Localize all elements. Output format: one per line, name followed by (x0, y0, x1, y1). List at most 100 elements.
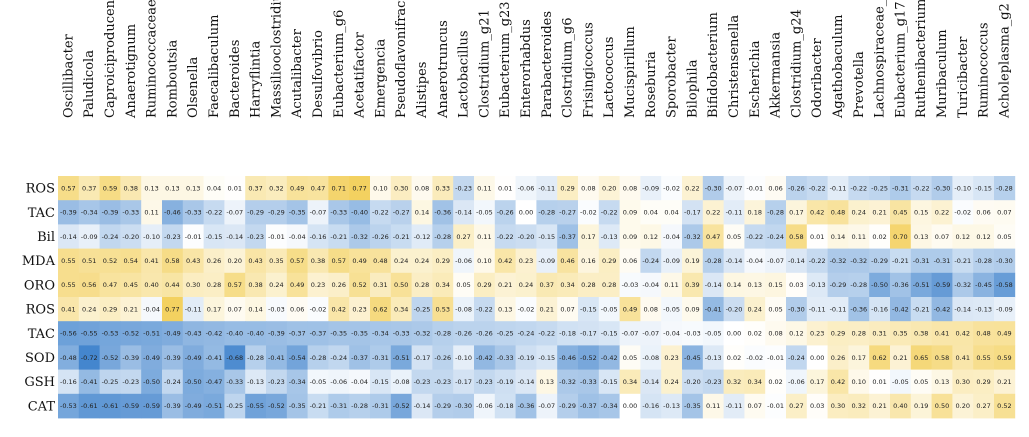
heatmap-cell (474, 176, 496, 201)
heatmap-cell (765, 248, 787, 274)
heatmap-cell (973, 176, 995, 201)
heatmap-cell-value: 0.07 (228, 305, 242, 313)
heatmap-cell (266, 321, 288, 346)
heatmap-cell-value: -0.28 (705, 257, 722, 265)
heatmap-cell-value: 0.01 (872, 378, 886, 386)
heatmap-cell-value: 0.06 (623, 257, 637, 265)
heatmap-cell (827, 176, 849, 201)
heatmap-cell (349, 369, 371, 395)
heatmap-cell (994, 248, 1016, 274)
heatmap-cell (120, 248, 142, 274)
heatmap-cell-value: 0.03 (789, 281, 803, 289)
heatmap-cell (245, 393, 267, 419)
heatmap-cell (370, 345, 392, 370)
heatmap-cell (328, 297, 350, 322)
heatmap-cell-value: 0.52 (352, 281, 366, 289)
heatmap-cell-value: -0.26 (788, 184, 805, 192)
heatmap-cell-value: -0.25 (871, 184, 888, 192)
heatmap-cell-value: -0.20 (726, 305, 743, 313)
heatmap-cell (806, 297, 828, 322)
heatmap-cell (619, 176, 641, 201)
heatmap-cell-value: 0.57 (61, 184, 75, 192)
heatmap-cell-value: -0.40 (226, 330, 243, 338)
heatmap-cell (869, 200, 891, 225)
heatmap-cell (598, 345, 620, 370)
heatmap-cell (515, 200, 537, 225)
heatmap-cell-value: -0.09 (642, 184, 659, 192)
heatmap-cell (994, 369, 1016, 395)
heatmap-cell-value: 0.17 (207, 305, 221, 313)
heatmap-cell-value: -0.15 (601, 378, 618, 386)
heatmap-cell-value: -0.48 (60, 354, 77, 362)
heatmap-cell (78, 224, 100, 249)
heatmap-cell (744, 369, 766, 395)
heatmap-cell-value: -0.33 (393, 330, 410, 338)
heatmap-cell (952, 176, 974, 201)
heatmap-cell (328, 176, 350, 201)
heatmap-cell (910, 272, 932, 298)
heatmap-cell-value: 0.04 (644, 209, 658, 217)
heatmap-cell (390, 248, 412, 274)
heatmap-cell-value: -0.32 (850, 257, 867, 265)
heatmap-cell (203, 345, 225, 370)
heatmap-cell (307, 345, 329, 370)
heatmap-cell-value: -0.22 (372, 209, 389, 217)
heatmap-cell (765, 297, 787, 322)
heatmap-cell (931, 393, 953, 419)
heatmap-cell-value: -0.35 (289, 402, 306, 410)
heatmap-cell-value: 0.24 (82, 305, 96, 313)
heatmap-cell (224, 200, 246, 225)
heatmap-cell (619, 200, 641, 225)
heatmap-cell (432, 200, 454, 225)
heatmap-cell-value: 0.02 (727, 354, 741, 362)
heatmap-cell (453, 297, 475, 322)
heatmap-cell (973, 369, 995, 395)
heatmap-cell-value: 0.40 (893, 402, 907, 410)
heatmap-cell (411, 393, 433, 419)
heatmap-cell-value: -0.14 (726, 257, 743, 265)
heatmap-cell-value: -0.29 (871, 257, 888, 265)
heatmap-cell-value: 0.13 (165, 184, 179, 192)
heatmap-cell-value: -0.19 (497, 378, 514, 386)
column-label: Turicibacter (956, 36, 971, 118)
heatmap-cell-value: -0.19 (518, 354, 535, 362)
heatmap-cell (224, 248, 246, 274)
heatmap-cell-value: -0.52 (393, 402, 410, 410)
heatmap-cell (58, 200, 80, 225)
heatmap-cell-value: 0.47 (706, 233, 720, 241)
heatmap-cell (598, 248, 620, 274)
heatmap-cell (827, 272, 849, 298)
heatmap-cell (432, 393, 454, 419)
heatmap-cell-value: -0.28 (538, 209, 555, 217)
heatmap-cell-value: 0.16 (581, 257, 595, 265)
heatmap-cell (994, 321, 1016, 346)
heatmap-cell-value: -0.22 (538, 330, 555, 338)
heatmap-cell (661, 297, 683, 322)
heatmap-cell-value: 0.29 (976, 378, 990, 386)
heatmap-cell-value: 0.42 (831, 378, 845, 386)
heatmap-cell-value: -0.33 (122, 209, 139, 217)
heatmap-cell-value: -0.51 (913, 281, 930, 289)
heatmap-cell-value: -0.59 (143, 402, 160, 410)
heatmap-cell-value: 0.42 (498, 257, 512, 265)
heatmap-cell-value: 0.58 (935, 354, 949, 362)
heatmap-cell-value: 0.21 (872, 402, 886, 410)
heatmap-cell (224, 176, 246, 201)
heatmap-cell (58, 321, 80, 346)
heatmap-cell (58, 369, 80, 395)
heatmap-cell-value: 0.32 (269, 184, 283, 192)
heatmap-cell (702, 248, 724, 274)
heatmap-cell-value: 0.22 (706, 209, 720, 217)
heatmap-cell (474, 297, 496, 322)
heatmap-cell-value: 0.28 (602, 281, 616, 289)
heatmap-cell-value: 0.14 (248, 305, 262, 313)
heatmap-cell (411, 224, 433, 249)
heatmap-cell-value: -0.55 (247, 402, 264, 410)
heatmap-cell-value: 0.38 (248, 281, 262, 289)
heatmap-cell (806, 345, 828, 370)
heatmap-cell-value: -0.25 (226, 402, 243, 410)
heatmap-cell-value: -0.22 (850, 184, 867, 192)
row-labels: ROS TAC Bil MDA ORO ROS TAC SOD GSH CAT (22, 182, 56, 415)
heatmap-cell-value: -0.11 (809, 305, 826, 313)
heatmap-cell (99, 272, 121, 298)
